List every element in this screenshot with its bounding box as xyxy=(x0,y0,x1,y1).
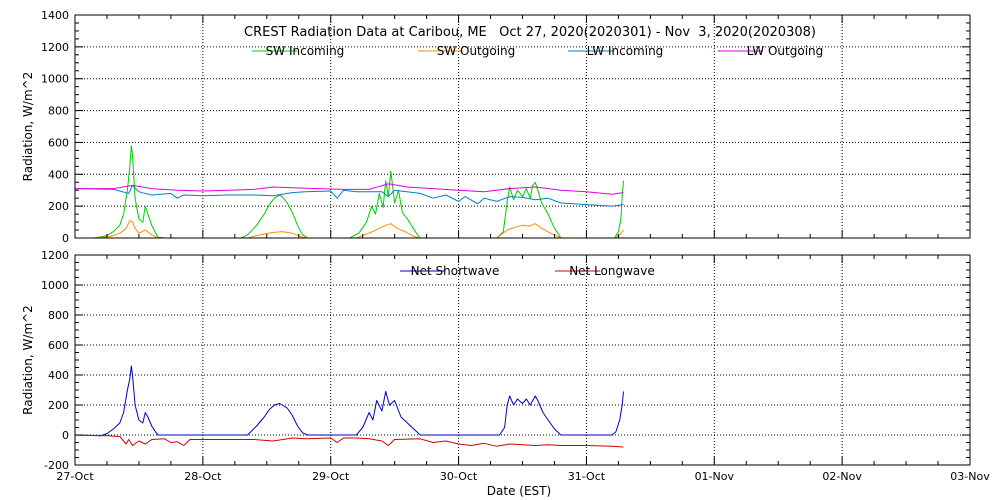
y-tick-label: 600 xyxy=(48,339,69,352)
x-tick-label: 02-Nov xyxy=(822,470,862,483)
y-tick-label: -200 xyxy=(44,459,69,472)
series-line-lw-incoming xyxy=(74,184,624,207)
x-tick-label: 28-Oct xyxy=(184,470,222,483)
y-tick-label: 200 xyxy=(48,399,69,412)
y-axis-title: Radiation, W/m^2 xyxy=(21,305,35,415)
x-axis-title: Date (EST) xyxy=(487,484,551,498)
series-line-sw-incoming xyxy=(94,145,624,239)
y-tick-label: 1000 xyxy=(41,73,69,86)
x-tick-label: 30-Oct xyxy=(440,470,478,483)
y-tick-label: 200 xyxy=(48,200,69,213)
chart-title: CREST Radiation Data at Caribou, ME Oct … xyxy=(244,25,816,40)
y-tick-label: 0 xyxy=(62,232,69,245)
frame-layer xyxy=(74,14,971,466)
plot-frame xyxy=(74,14,971,239)
y-tick-label: 0 xyxy=(62,429,69,442)
series-line-lw-outgoing xyxy=(75,183,624,195)
legend-label: LW Incoming xyxy=(587,44,664,58)
grid-layer xyxy=(75,15,970,465)
legend-label: Net Longwave xyxy=(569,264,655,278)
series-line-net-shortwave xyxy=(74,365,624,437)
series-line-sw-outgoing xyxy=(94,220,624,239)
x-tick-label: 03-Nov xyxy=(950,470,990,483)
y-tick-label: 1200 xyxy=(41,249,69,262)
label-layer: CREST Radiation Data at Caribou, ME Oct … xyxy=(21,9,990,498)
x-tick-label: 27-Oct xyxy=(56,470,94,483)
y-tick-label: 800 xyxy=(48,105,69,118)
series-line-net-longwave xyxy=(74,434,624,448)
legend-label: SW Incoming xyxy=(266,44,345,58)
y-tick-label: 1200 xyxy=(41,41,69,54)
series-layer xyxy=(74,145,624,448)
x-tick-label: 01-Nov xyxy=(695,470,735,483)
y-tick-label: 600 xyxy=(48,136,69,149)
y-tick-label: 400 xyxy=(48,369,69,382)
y-tick-label: 400 xyxy=(48,168,69,181)
x-tick-label: 31-Oct xyxy=(568,470,606,483)
y-tick-label: 800 xyxy=(48,309,69,322)
y-axis-title: Radiation, W/m^2 xyxy=(21,72,35,182)
legend-label: LW Outgoing xyxy=(747,44,824,58)
legend-label: SW Outgoing xyxy=(437,44,516,58)
x-tick-label: 29-Oct xyxy=(312,470,350,483)
y-tick-label: 1000 xyxy=(41,279,69,292)
plot-frame xyxy=(74,254,971,466)
y-tick-label: 1400 xyxy=(41,9,69,22)
legend-label: Net Shortwave xyxy=(411,264,500,278)
